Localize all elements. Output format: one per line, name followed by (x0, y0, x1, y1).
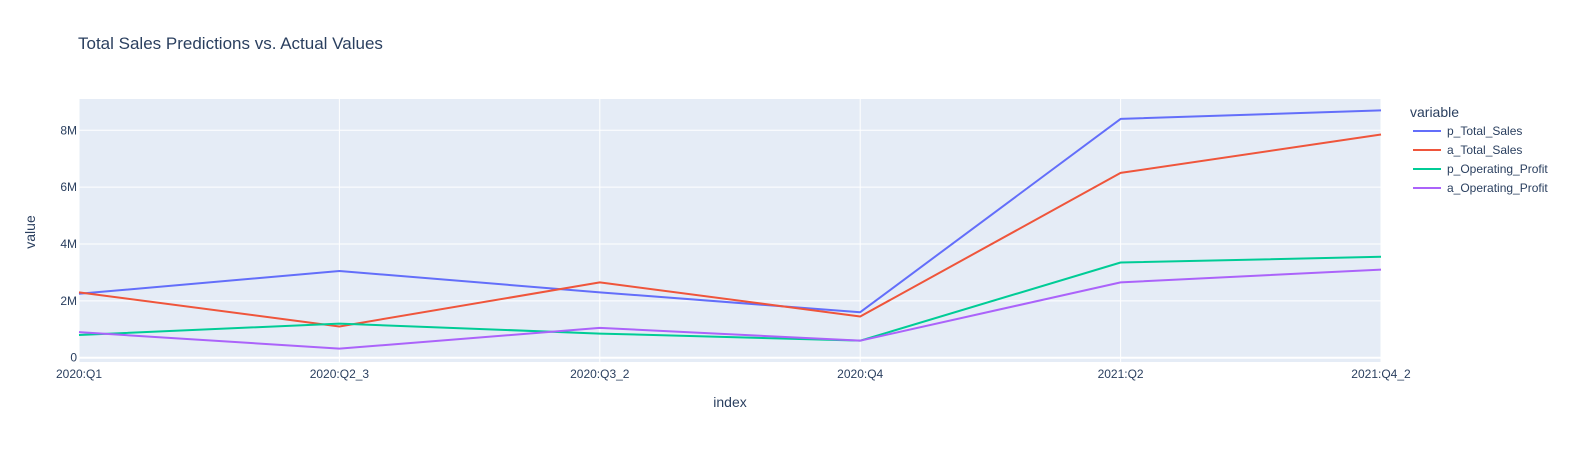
legend-title: variable (1410, 104, 1459, 120)
series-lines (78, 109, 1382, 350)
x-tick-label: 2021:Q4_2 (1351, 367, 1411, 381)
legend-label: a_Operating_Profit (1447, 181, 1548, 195)
y-tick-labels: 0 2M 4M 6M 8M (60, 123, 77, 364)
legend-label: p_Total_Sales (1447, 124, 1522, 138)
series-line-p_Operating_Profit (78, 255, 1382, 342)
legend-item-p_Total_Sales: p_Total_Sales (1413, 124, 1522, 138)
series-line-a_Operating_Profit (78, 268, 1382, 350)
chart-title: Total Sales Predictions vs. Actual Value… (78, 34, 383, 53)
gridlines (78, 99, 1382, 362)
x-tick-label: 2020:Q2_3 (310, 367, 370, 381)
legend-item-p_Operating_Profit: p_Operating_Profit (1413, 162, 1548, 176)
x-tick-label: 2020:Q3_2 (570, 367, 630, 381)
series-line-p_Total_Sales (78, 109, 1382, 314)
legend-label: p_Operating_Profit (1447, 162, 1548, 176)
plot-area (79, 99, 1381, 362)
y-tick-label: 6M (60, 180, 77, 194)
x-tick-label: 2021:Q2 (1098, 367, 1144, 381)
y-tick-label: 2M (60, 294, 77, 308)
legend-item-a_Total_Sales: a_Total_Sales (1413, 143, 1522, 157)
x-axis-title: index (713, 394, 746, 410)
legend-item-a_Operating_Profit: a_Operating_Profit (1413, 181, 1548, 195)
y-tick-label: 4M (60, 237, 77, 251)
x-tick-label: 2020:Q1 (56, 367, 102, 381)
series-line-a_Total_Sales (78, 133, 1382, 328)
legend: variable p_Total_Sales a_Total_Sales p_Ope… (1410, 104, 1548, 195)
x-tick-label: 2020:Q4 (837, 367, 883, 381)
y-tick-label: 0 (70, 351, 77, 365)
legend-label: a_Total_Sales (1447, 143, 1522, 157)
y-tick-label: 8M (60, 123, 77, 137)
y-axis-title: value (22, 215, 38, 249)
x-tick-labels: 2020:Q1 2020:Q2_3 2020:Q3_2 2020:Q4 2021:Q2 2… (56, 367, 1411, 381)
